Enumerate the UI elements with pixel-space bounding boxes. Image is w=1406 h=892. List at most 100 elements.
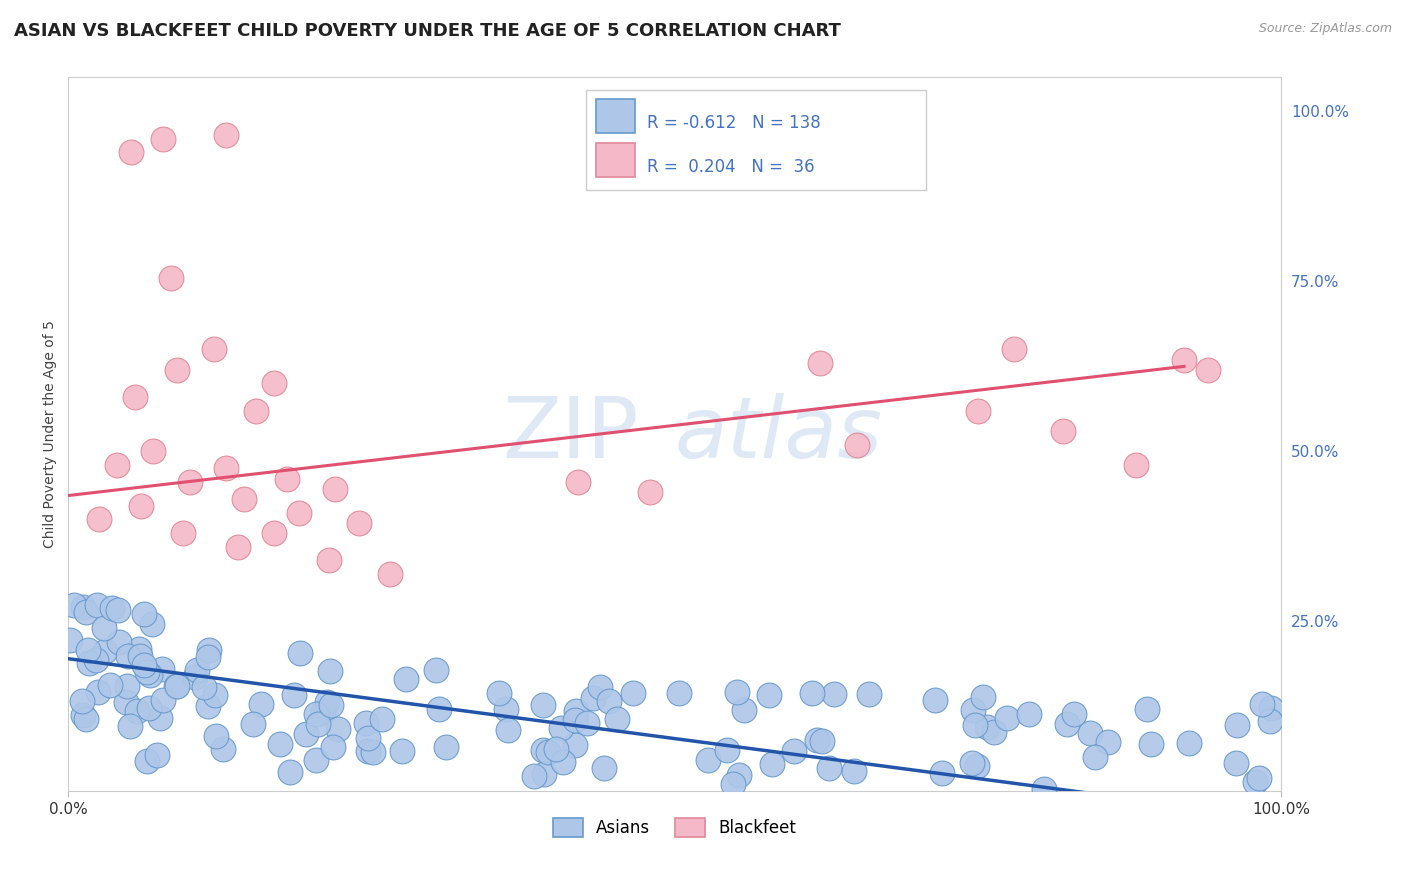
Point (546, 742, 568, 756)
Point (1097, 735, 1119, 749)
Point (205, 729, 228, 743)
Point (136, 754, 159, 768)
Point (761, 757, 783, 772)
Point (134, 658, 156, 673)
Point (668, 686, 690, 700)
Point (263, 525, 285, 540)
Point (924, 693, 946, 707)
Point (606, 712, 628, 726)
Point (319, 664, 342, 678)
Point (1125, 458, 1147, 472)
FancyBboxPatch shape (586, 89, 925, 189)
Point (564, 738, 586, 752)
Point (294, 726, 316, 740)
Point (197, 650, 219, 665)
Point (165, 679, 187, 693)
Point (86, 653, 108, 667)
Point (287, 506, 309, 520)
Point (1018, 707, 1040, 722)
Point (323, 482, 346, 496)
Point (319, 698, 342, 712)
Point (495, 702, 517, 716)
Point (166, 363, 188, 377)
Point (1178, 736, 1201, 750)
Point (427, 702, 450, 716)
Point (531, 743, 554, 757)
Point (349, 516, 371, 530)
Point (197, 699, 219, 714)
Point (105, 458, 128, 472)
Point (215, 461, 238, 475)
Point (146, 747, 169, 762)
Point (215, 128, 238, 143)
Point (1260, 700, 1282, 714)
Point (269, 737, 291, 751)
Point (226, 540, 249, 554)
Point (808, 356, 831, 370)
Point (87, 512, 110, 526)
Point (721, 776, 744, 790)
Point (108, 635, 131, 649)
Point (1052, 424, 1074, 438)
Point (575, 715, 598, 730)
Point (357, 744, 380, 758)
Point (129, 499, 152, 513)
Point (1173, 352, 1195, 367)
Point (810, 734, 832, 748)
Text: R =  0.204   N =  36: R = 0.204 N = 36 (647, 158, 814, 176)
Point (592, 761, 614, 775)
Point (322, 740, 344, 755)
Point (983, 725, 1005, 739)
Point (598, 694, 620, 708)
Point (582, 691, 605, 706)
Point (59, 632, 82, 647)
Point (305, 753, 328, 767)
Point (1002, 343, 1025, 357)
Point (1225, 756, 1247, 771)
Point (960, 756, 983, 770)
Point (523, 769, 546, 783)
Point (976, 720, 998, 734)
Point (72, 600, 94, 615)
Point (76, 643, 98, 657)
Point (1197, 363, 1219, 377)
Point (245, 403, 267, 417)
Text: ASIAN VS BLACKFEET CHILD POVERTY UNDER THE AGE OF 5 CORRELATION CHART: ASIAN VS BLACKFEET CHILD POVERTY UNDER T… (14, 22, 841, 40)
Point (160, 271, 183, 285)
Point (858, 687, 880, 701)
Point (995, 710, 1018, 724)
Point (728, 768, 751, 782)
Point (233, 491, 256, 506)
Point (278, 765, 301, 780)
Point (138, 701, 160, 715)
Point (115, 695, 138, 709)
Point (198, 643, 221, 657)
Point (931, 766, 953, 780)
Point (75, 605, 97, 619)
Point (75, 712, 97, 726)
Point (488, 686, 510, 700)
Point (391, 744, 413, 758)
Point (845, 437, 868, 451)
Point (378, 566, 401, 581)
Point (1078, 725, 1101, 739)
Point (141, 617, 163, 632)
Point (107, 603, 129, 617)
Point (150, 662, 173, 676)
Point (783, 744, 806, 758)
Point (725, 685, 748, 699)
Point (263, 376, 285, 391)
Point (589, 680, 612, 694)
Point (967, 403, 990, 417)
Point (86, 598, 108, 612)
Point (823, 687, 845, 701)
Point (63, 598, 86, 612)
Point (328, 722, 350, 736)
Text: atlas: atlas (675, 392, 883, 475)
Point (204, 689, 226, 703)
Point (142, 444, 165, 458)
Point (120, 145, 142, 160)
Point (567, 475, 589, 489)
Point (120, 718, 142, 732)
Point (800, 686, 823, 700)
